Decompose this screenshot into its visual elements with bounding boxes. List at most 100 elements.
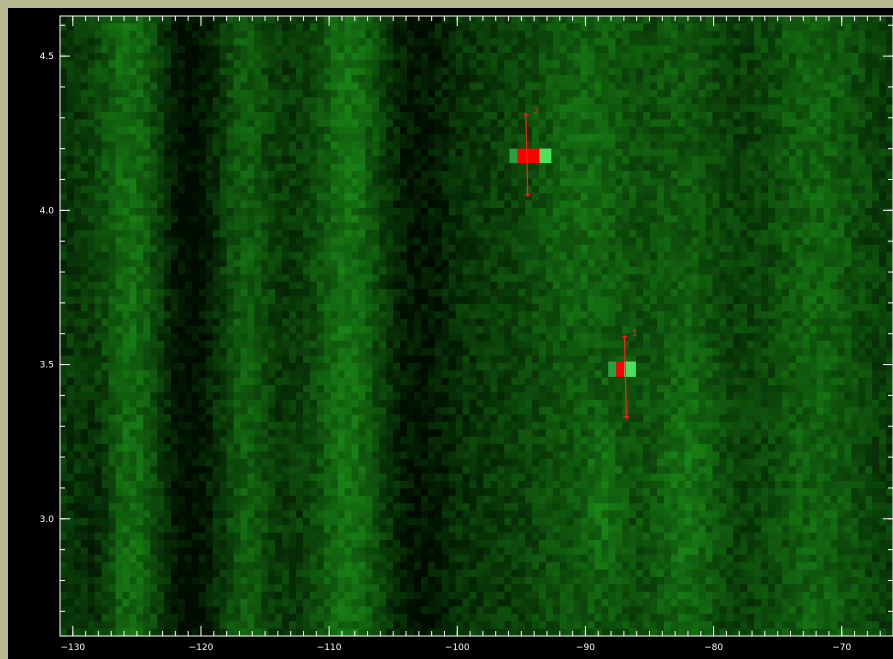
heatmap-cell xyxy=(691,119,700,128)
heatmap-cell xyxy=(483,52,491,61)
heatmap-cell xyxy=(768,126,776,135)
heatmap-cell xyxy=(538,237,547,246)
heatmap-cell xyxy=(580,60,589,69)
heatmap-cell xyxy=(80,274,89,283)
heatmap-cell xyxy=(858,296,866,305)
heatmap-cell xyxy=(407,141,415,150)
heatmap-cell xyxy=(483,171,491,179)
heatmap-cell xyxy=(372,163,380,172)
heatmap-cell xyxy=(226,274,235,283)
heatmap-cell xyxy=(400,104,408,113)
heatmap-cell xyxy=(844,148,852,157)
heatmap-cell xyxy=(518,274,526,283)
heatmap-cell xyxy=(865,141,873,150)
heatmap-cell xyxy=(240,237,249,246)
heatmap-cell xyxy=(545,185,554,194)
heatmap-cell xyxy=(254,60,262,69)
heatmap-cell xyxy=(233,97,242,106)
heatmap-cell xyxy=(296,237,304,246)
heatmap-cell xyxy=(830,16,839,24)
heatmap-cell xyxy=(552,38,561,47)
heatmap-cell xyxy=(518,207,526,216)
heatmap-cell xyxy=(66,75,75,84)
heatmap-cell xyxy=(143,311,151,320)
heatmap-cell xyxy=(372,52,380,61)
heatmap-cell xyxy=(469,259,478,268)
heatmap-cell xyxy=(726,185,734,194)
heatmap-cell xyxy=(809,244,818,253)
heatmap-cell xyxy=(212,163,221,172)
heatmap-cell xyxy=(80,237,89,246)
heatmap-cell xyxy=(427,200,436,209)
heatmap-cell xyxy=(191,171,200,179)
heatmap-cell xyxy=(316,23,325,32)
heatmap-cell xyxy=(795,126,804,135)
heatmap-cell xyxy=(184,281,193,290)
heatmap-cell xyxy=(837,230,846,239)
heatmap-cell xyxy=(462,171,471,179)
heatmap-cell xyxy=(768,141,776,150)
heatmap-cell xyxy=(282,171,290,179)
heatmap-cell xyxy=(462,60,471,69)
heatmap-cell xyxy=(587,30,596,39)
heatmap-cell xyxy=(705,171,714,179)
heatmap-cell xyxy=(219,30,228,39)
heatmap-cell xyxy=(351,141,360,150)
heatmap-cell xyxy=(656,200,665,209)
heatmap-cell xyxy=(490,274,498,283)
heatmap-cell xyxy=(448,148,457,157)
heatmap-cell xyxy=(705,16,714,24)
heatmap-cell xyxy=(552,16,561,24)
heatmap-cell xyxy=(101,141,110,150)
heatmap-cell xyxy=(754,281,762,290)
heatmap-cell xyxy=(809,200,818,209)
heatmap-cell xyxy=(532,38,540,47)
heatmap-cell xyxy=(608,30,616,39)
heatmap-cell xyxy=(587,274,596,283)
heatmap-cell xyxy=(261,75,269,84)
heatmap-cell xyxy=(309,193,318,202)
heatmap-cell xyxy=(462,97,471,106)
heatmap-cell xyxy=(858,134,866,143)
heatmap-cell xyxy=(719,237,727,246)
heatmap-cell xyxy=(337,52,346,61)
heatmap-cell xyxy=(455,75,464,84)
heatmap-cell xyxy=(712,274,721,283)
heatmap-cell xyxy=(60,89,68,98)
heatmap-cell xyxy=(622,222,630,231)
heatmap-cell xyxy=(80,163,89,172)
heatmap-cell xyxy=(136,82,144,91)
heatmap-cell xyxy=(858,82,866,91)
heatmap-cell xyxy=(316,193,325,202)
heatmap-cell xyxy=(323,318,332,327)
heatmap-cell xyxy=(858,30,866,39)
heatmap-cell xyxy=(330,163,339,172)
heatmap-cell xyxy=(400,60,408,69)
heatmap-cell xyxy=(434,141,443,150)
heatmap-cell xyxy=(740,207,748,216)
heatmap-cell xyxy=(573,134,582,143)
heatmap-cell xyxy=(261,222,269,231)
heatmap-cell xyxy=(788,193,797,202)
heatmap-cell xyxy=(455,207,464,216)
heatmap-cell xyxy=(393,16,401,24)
heatmap-cell xyxy=(254,318,262,327)
heatmap-cell xyxy=(219,215,228,224)
heatmap-cell xyxy=(136,104,144,113)
heatmap-cell xyxy=(532,126,540,135)
heatmap-cell xyxy=(768,222,776,231)
heatmap-cell xyxy=(157,281,165,290)
heatmap-cell xyxy=(837,111,846,120)
heatmap-cell xyxy=(414,134,422,143)
heatmap-cell xyxy=(726,30,734,39)
heatmap-cell xyxy=(691,237,700,246)
heatmap-cell xyxy=(518,119,526,128)
heatmap-cell xyxy=(254,303,262,312)
heatmap-cell xyxy=(150,89,158,98)
heatmap-cell xyxy=(455,82,464,91)
heatmap-cell xyxy=(497,16,505,24)
heatmap-cell xyxy=(781,23,790,32)
heatmap-cell xyxy=(504,318,512,327)
heatmap-cell xyxy=(879,30,887,39)
heatmap-cell xyxy=(184,303,193,312)
